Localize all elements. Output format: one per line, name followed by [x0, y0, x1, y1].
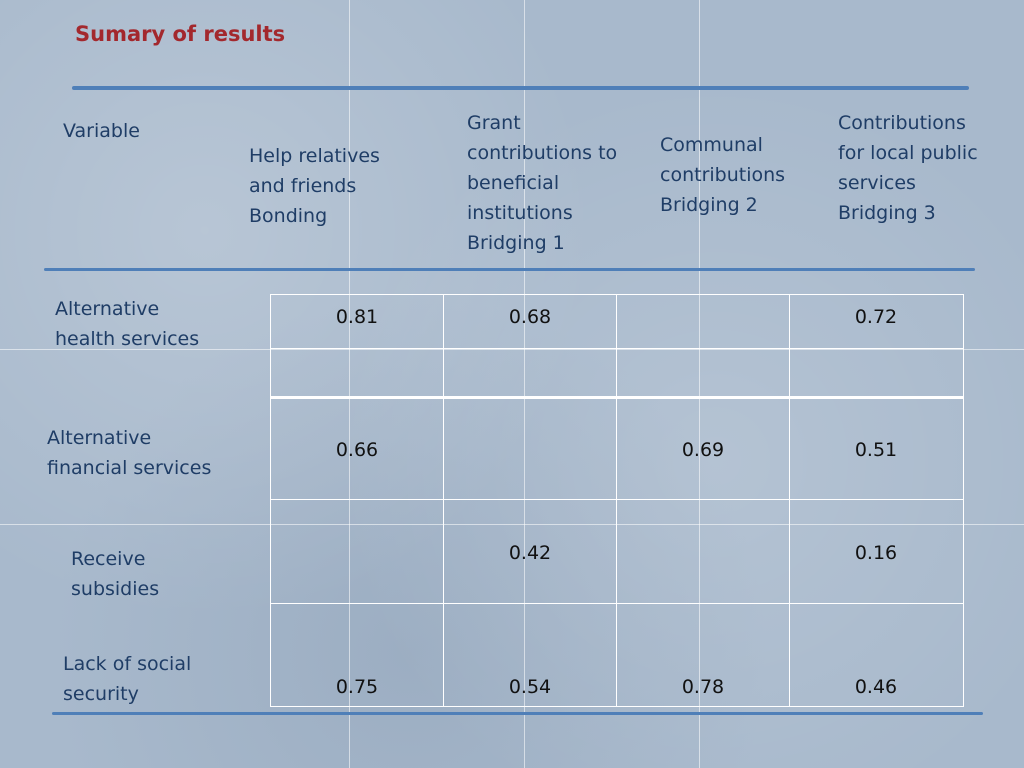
column-header-line: Bridging 1 [467, 232, 565, 254]
table-border [270, 348, 964, 349]
column-header-line: and friends [249, 175, 357, 197]
table-cell: 0.81 [335, 306, 379, 328]
column-header-bridging-1: Grant contributions to beneficial instit… [467, 108, 617, 258]
table-border [270, 603, 964, 604]
column-header-line: Bridging 2 [660, 194, 758, 216]
row-label-line: Alternative [55, 298, 160, 320]
row-label-health-services: Alternative health services [55, 294, 199, 354]
table-border [443, 294, 444, 707]
variable-header-label: Variable [63, 120, 140, 142]
column-header-bridging-3: Contributions for local public services … [838, 108, 978, 228]
row-label-line: financial services [47, 457, 212, 479]
table-border [616, 294, 617, 707]
column-header-line: Contributions [838, 112, 966, 134]
column-header-bridging-2: Communal contributions Bridging 2 [660, 130, 785, 220]
column-header-line: for local public [838, 142, 978, 164]
row-label-line: health services [55, 328, 200, 350]
row-label-line: subsidies [71, 578, 160, 600]
background-gridline [524, 0, 525, 768]
column-header-line: Bonding [249, 205, 328, 227]
table-border [963, 294, 964, 707]
column-header-line: Bridging 3 [838, 202, 936, 224]
table-border [270, 294, 271, 707]
title-divider [72, 86, 969, 90]
table-cell: 0.72 [854, 306, 898, 328]
column-header-line: Grant [467, 112, 521, 134]
table-cell: 0.78 [681, 676, 725, 698]
table-border [789, 294, 790, 707]
variable-header: Variable [63, 116, 140, 146]
row-label-line: Receive [71, 548, 146, 570]
row-label-line: Alternative [47, 427, 152, 449]
header-divider [44, 268, 975, 271]
column-header-line: contributions [660, 164, 786, 186]
column-header-line: beneficial [467, 172, 560, 194]
row-label-social-security: Lack of social security [63, 649, 191, 709]
row-label-line: security [63, 683, 139, 705]
column-header-line: contributions to [467, 142, 618, 164]
column-header-line: institutions [467, 202, 573, 224]
background-gridline [699, 0, 700, 768]
slide-title: Sumary of results [75, 22, 286, 46]
table-border [270, 396, 964, 399]
table-cell: 0.16 [854, 542, 898, 564]
column-header-line: services [838, 172, 916, 194]
column-header-bonding: Help relatives and friends Bonding [249, 141, 380, 231]
row-label-line: Lack of social [63, 653, 192, 675]
table-border [270, 499, 964, 500]
table-cell: 0.51 [854, 439, 898, 461]
background-gridline [0, 349, 1024, 350]
column-header-line: Communal [660, 134, 763, 156]
table-cell: 0.68 [508, 306, 552, 328]
row-label-receive-subsidies: Receive subsidies [71, 544, 159, 604]
table-cell: 0.66 [335, 439, 379, 461]
table-cell: 0.46 [854, 676, 898, 698]
table-cell: 0.69 [681, 439, 725, 461]
row-label-financial-services: Alternative financial services [47, 423, 211, 483]
background-gridline [349, 0, 350, 768]
table-border [270, 294, 964, 295]
table-cell: 0.54 [508, 676, 552, 698]
table-cell: 0.42 [508, 542, 552, 564]
footer-divider [52, 712, 983, 715]
table-border [270, 706, 964, 707]
column-header-line: Help relatives [249, 145, 380, 167]
background-gridline [0, 524, 1024, 525]
table-cell: 0.75 [335, 676, 379, 698]
